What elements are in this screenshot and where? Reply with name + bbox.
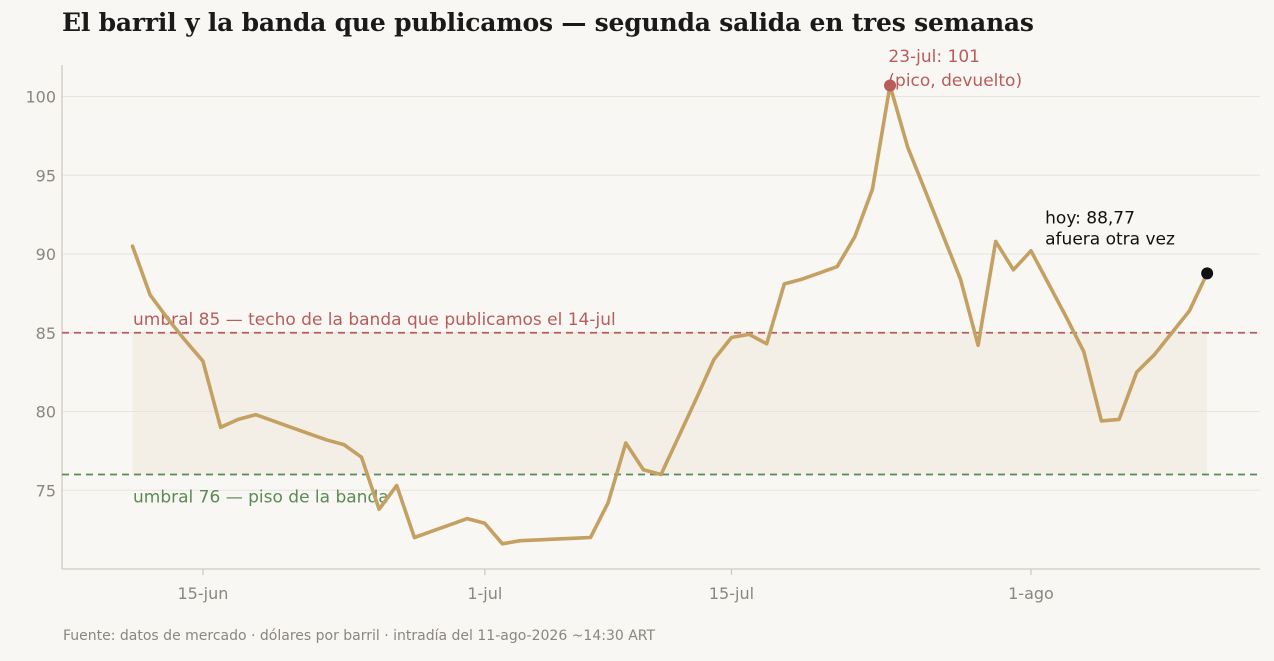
peak-marker bbox=[884, 79, 897, 92]
current-marker bbox=[1201, 267, 1214, 280]
peak-annotation: (pico, devuelto) bbox=[888, 71, 1022, 91]
band-area bbox=[132, 332, 1208, 475]
y-tick-label: 85 bbox=[36, 324, 56, 343]
threshold-label: umbral 76 — piso de la banda bbox=[133, 488, 389, 508]
y-tick-label: 80 bbox=[36, 403, 56, 422]
threshold-label: umbral 85 — techo de la banda que public… bbox=[133, 310, 616, 330]
x-tick-label: 1-jul bbox=[467, 584, 502, 603]
source-note: Fuente: datos de mercado · dólares por b… bbox=[63, 628, 656, 644]
y-tick-label: 90 bbox=[36, 245, 56, 264]
y-tick-label: 75 bbox=[36, 481, 56, 500]
peak-annotation: 23-jul: 101 bbox=[888, 47, 980, 67]
current-annotation: hoy: 88,77 bbox=[1045, 208, 1135, 228]
x-tick-label: 15-jul bbox=[709, 584, 754, 603]
y-tick-label: 100 bbox=[25, 88, 56, 107]
y-tick-label: 95 bbox=[36, 166, 56, 185]
current-annotation: afuera otra vez bbox=[1045, 229, 1175, 249]
chart-title: El barril y la banda que publicamos — se… bbox=[62, 8, 1034, 37]
x-tick-label: 1-ago bbox=[1008, 584, 1054, 603]
price-line bbox=[130, 83, 1209, 546]
x-tick-label: 15-jun bbox=[178, 584, 229, 603]
